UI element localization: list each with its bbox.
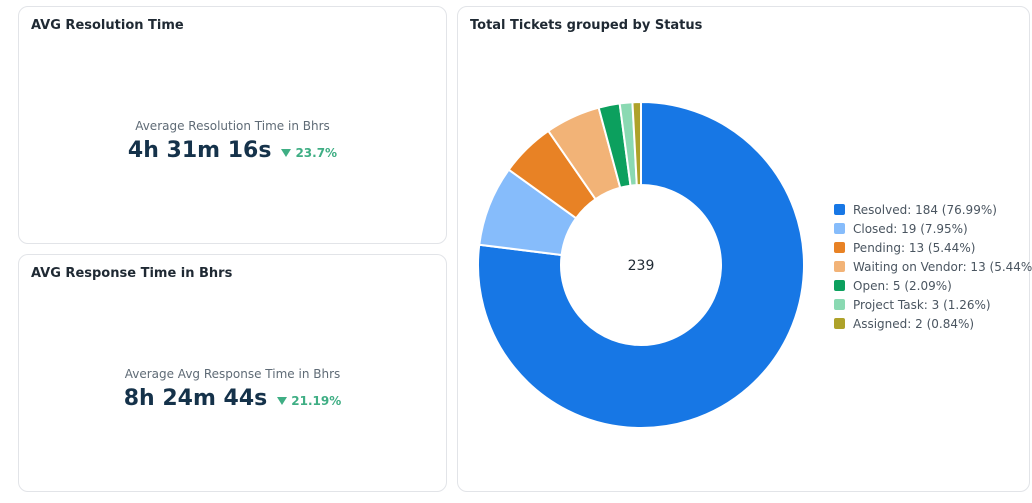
legend-swatch <box>834 318 845 329</box>
legend-label: Closed: 19 (7.95%) <box>853 221 968 236</box>
resolution-value: 4h 31m 16s <box>127 138 272 163</box>
legend-label: Assigned: 2 (0.84%) <box>853 316 975 331</box>
resolution-delta-value: 23.7% <box>295 146 338 160</box>
resolution-time-card: AVG Resolution Time Average Resolution T… <box>18 6 447 244</box>
legend-label: Project Task: 3 (1.26%) <box>853 297 991 312</box>
legend-label: Resolved: 184 (76.99%) <box>853 202 997 217</box>
legend-item-closed[interactable]: Closed: 19 (7.95%) <box>834 219 1032 238</box>
resolution-metric: Average Resolution Time in Bhrs 4h 31m 1… <box>19 119 446 163</box>
response-delta-value: 21.19% <box>291 394 342 408</box>
legend-item-pending[interactable]: Pending: 13 (5.44%) <box>834 238 1032 257</box>
response-value: 8h 24m 44s <box>123 386 268 411</box>
legend-item-assigned[interactable]: Assigned: 2 (0.84%) <box>834 314 1032 333</box>
response-metric: Average Avg Response Time in Bhrs 8h 24m… <box>19 367 446 411</box>
legend-label: Waiting on Vendor: 13 (5.44%) <box>853 259 1032 274</box>
status-chart-card: Total Tickets grouped by Status 239 Reso… <box>457 6 1032 492</box>
legend-swatch <box>834 204 845 215</box>
legend-label: Open: 5 (2.09%) <box>853 278 952 293</box>
legend-label: Pending: 13 (5.44%) <box>853 240 976 255</box>
donut-slice-assigned[interactable] <box>631 101 642 187</box>
legend-item-waiting-on-vendor[interactable]: Waiting on Vendor: 13 (5.44%) <box>834 257 1032 276</box>
resolution-delta: 23.7% <box>281 146 337 160</box>
legend-item-open[interactable]: Open: 5 (2.09%) <box>834 276 1032 295</box>
resolution-card-title: AVG Resolution Time <box>31 18 184 33</box>
trend-down-icon <box>277 397 288 405</box>
legend-swatch <box>834 223 845 234</box>
status-legend: Resolved: 184 (76.99%) Closed: 19 (7.95%)… <box>834 200 1032 333</box>
legend-item-resolved[interactable]: Resolved: 184 (76.99%) <box>834 200 1032 219</box>
response-caption: Average Avg Response Time in Bhrs <box>124 367 341 381</box>
resolution-caption: Average Resolution Time in Bhrs <box>135 119 330 133</box>
response-delta: 21.19% <box>277 394 341 408</box>
legend-swatch <box>834 299 845 310</box>
legend-swatch <box>834 280 845 291</box>
response-time-card: AVG Response Time in Bhrs Average Avg Re… <box>18 254 447 492</box>
trend-down-icon <box>281 149 292 157</box>
donut-center-total: 239 <box>628 258 655 274</box>
status-card-title: Total Tickets grouped by Status <box>470 18 703 33</box>
legend-item-project-task[interactable]: Project Task: 3 (1.26%) <box>834 295 1032 314</box>
response-card-title: AVG Response Time in Bhrs <box>31 266 233 281</box>
legend-swatch <box>834 242 845 253</box>
legend-swatch <box>834 261 845 272</box>
donut-slice-resolved[interactable] <box>477 101 805 429</box>
status-donut-chart: 239 <box>477 101 805 429</box>
